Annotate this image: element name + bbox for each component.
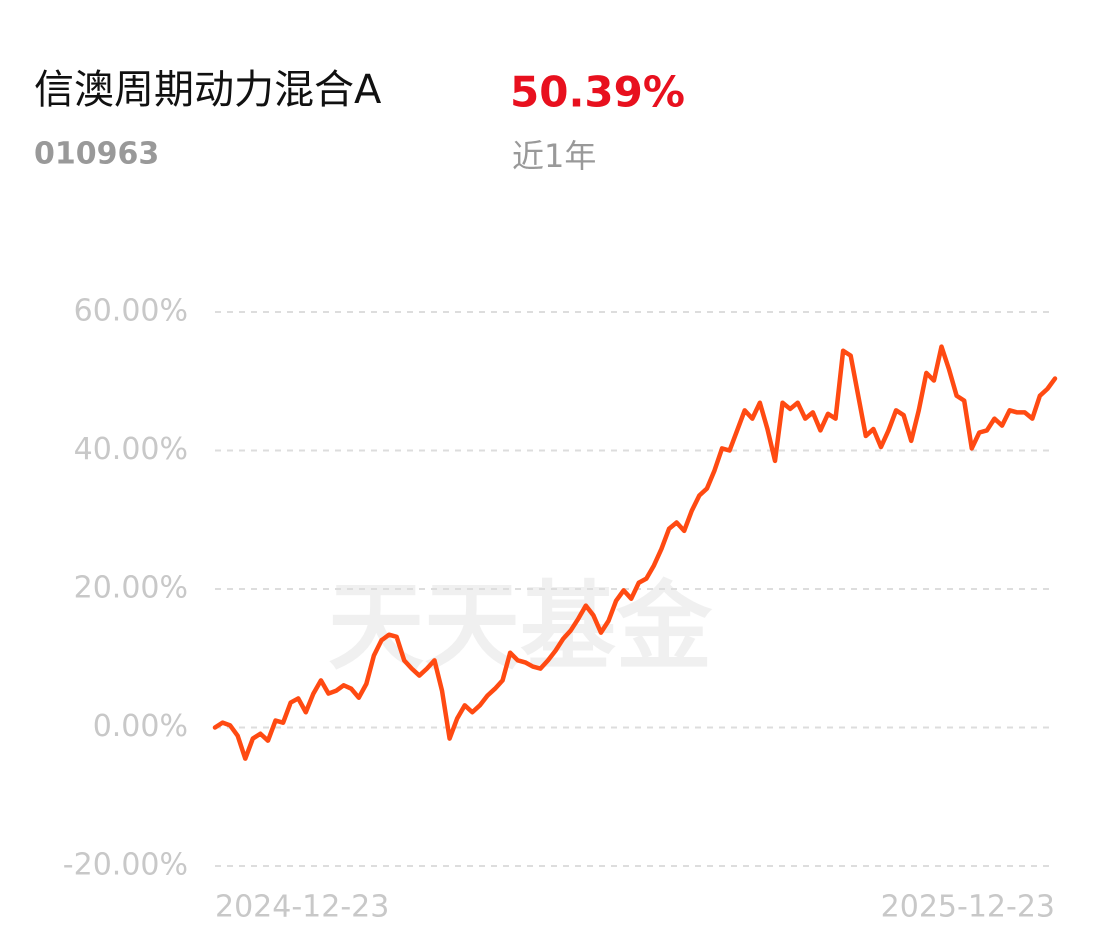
watermark: 天天基金 [328, 570, 713, 683]
x-tick-label: 2024-12-23 [215, 890, 389, 925]
y-tick-label: 40.00% [74, 432, 188, 467]
chart-title: 信澳周期动力混合A [34, 67, 382, 113]
y-tick-label: -20.00% [63, 848, 188, 883]
y-tick-label: 60.00% [74, 294, 188, 329]
period: 近1年 [512, 137, 596, 175]
line [212, 344, 1058, 761]
y-tick-label: 20.00% [74, 571, 188, 606]
x-tick-label: 2025-12-23 [881, 890, 1055, 925]
y-tick-label: 0.00% [93, 709, 188, 744]
return-value: 50.39% [510, 68, 685, 117]
fund-code: 010963 [34, 137, 159, 172]
